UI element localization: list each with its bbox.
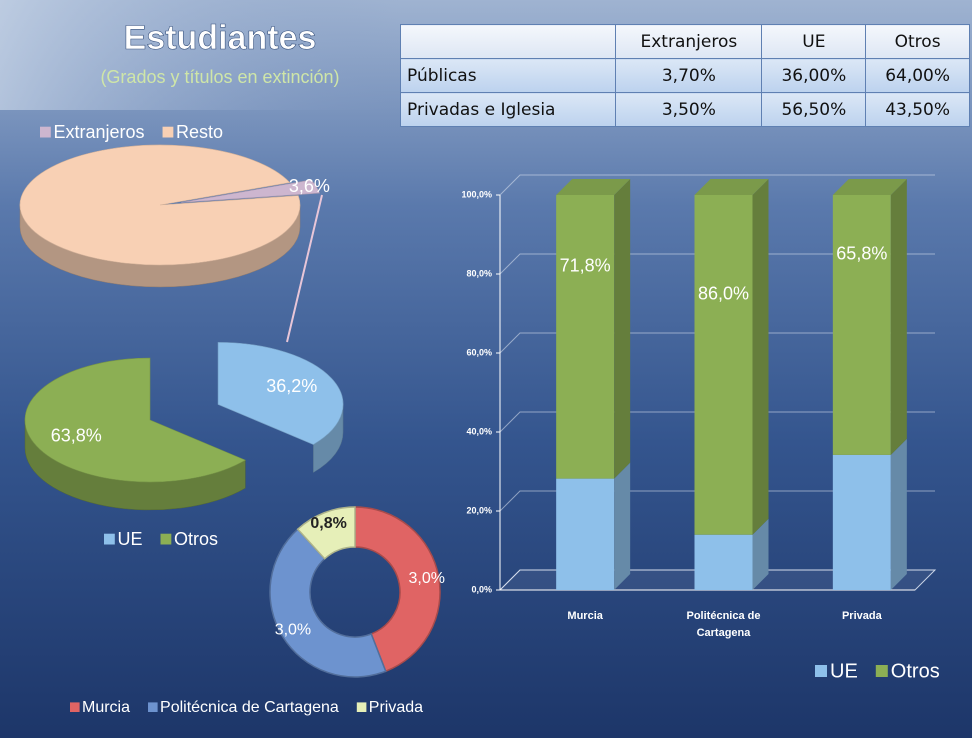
bar-side [614, 179, 630, 479]
cell: 3,70% [616, 59, 762, 93]
title: Estudiantes [124, 19, 317, 57]
data-label: 36,2% [266, 376, 317, 396]
bar-segment [556, 195, 614, 479]
bar-segment [833, 455, 891, 590]
legend-label: Extranjeros [54, 122, 145, 142]
legend-label: UE [830, 660, 858, 682]
legend-label: Murcia [82, 699, 130, 716]
table-row: Públicas 3,70% 36,00% 64,00% [401, 59, 970, 93]
data-label: 86,0% [698, 284, 749, 304]
bar-side [891, 179, 907, 455]
legend-label: Resto [176, 122, 223, 142]
y-tick-label: 20,0% [466, 505, 492, 515]
data-label: 3,6% [289, 176, 330, 196]
data-label: 65,8% [836, 244, 887, 264]
legend-swatch [163, 127, 174, 138]
subtitle: (Grados y títulos en extinción) [100, 67, 339, 87]
table-header: Extranjeros UE Otros [401, 25, 970, 59]
legend-swatch [40, 127, 51, 138]
bar-segment [695, 195, 753, 535]
data-label: 71,8% [560, 256, 611, 276]
legend-label: Politécnica de Cartagena [160, 699, 339, 716]
cell: 3,50% [616, 93, 762, 127]
x-tick-label: Privada [807, 608, 917, 625]
cell: 56,50% [762, 93, 866, 127]
body: Estudiantes (Grados y títulos en extinci… [0, 0, 972, 738]
legend-swatch [148, 702, 158, 712]
y-tick-label: 40,0% [466, 426, 492, 436]
legend-label: UE [118, 529, 143, 549]
legend-label: Otros [174, 529, 218, 549]
row-label: Privadas e Iglesia [401, 93, 616, 127]
legend-swatch [104, 534, 115, 545]
y-tick-label: 100,0% [461, 189, 492, 199]
legend-label: Privada [369, 699, 423, 716]
cell: 43,50% [866, 93, 970, 127]
table-row: Privadas e Iglesia 3,50% 56,50% 43,50% [401, 93, 970, 127]
column-header: Extranjeros [616, 25, 762, 59]
column-header: Otros [866, 25, 970, 59]
page: Estudiantes { "title": "Estudiantes", "s… [0, 0, 972, 738]
y-tick-label: 0,0% [471, 584, 492, 594]
bar-segment [695, 535, 753, 590]
column-header: UE [762, 25, 866, 59]
data-table: Extranjeros UE Otros Públicas 3,70% 36,0… [400, 24, 970, 127]
cell: 64,00% [866, 59, 970, 93]
slice [20, 145, 300, 265]
data-label: 63,8% [51, 426, 102, 446]
cell: 36,00% [762, 59, 866, 93]
corner-cell [401, 25, 616, 59]
data-label: 3,0% [409, 570, 445, 587]
data-label: 0,8% [310, 515, 346, 532]
bar-segment [556, 479, 614, 590]
legend-label: Otros [891, 660, 940, 682]
legend-swatch [70, 702, 80, 712]
bar-side [891, 439, 907, 590]
y-tick-label: 80,0% [466, 268, 492, 278]
x-tick-label: Murcia [530, 608, 640, 625]
legend-swatch [161, 534, 172, 545]
legend-swatch [357, 702, 367, 712]
y-tick-label: 60,0% [466, 347, 492, 357]
x-tick-label: Politécnica de Cartagena [669, 608, 779, 642]
legend-swatch [876, 665, 888, 677]
row-label: Públicas [401, 59, 616, 93]
legend-swatch [815, 665, 827, 677]
bar-segment [833, 195, 891, 455]
bar-side [614, 463, 630, 590]
data-label: 3,0% [275, 622, 311, 639]
bar-side [753, 179, 769, 535]
